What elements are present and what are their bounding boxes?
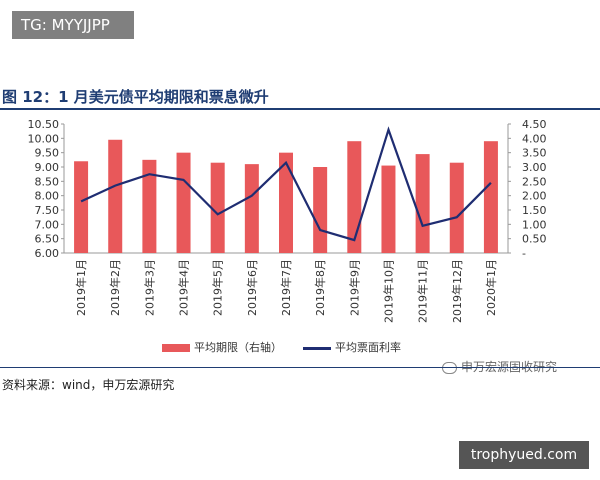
bar [483,141,498,253]
chart-title: 图 12：1 月美元债平均期限和票息微升 [2,88,269,106]
left-axis-tick-label: 8.50 [35,175,60,188]
x-axis-tick-label: 2020年1月 [484,259,498,316]
right-axis-tick-label: 3.50 [522,147,547,160]
left-axis-tick-label: 7.00 [35,218,60,231]
left-axis-tick-label: 6.00 [35,247,60,260]
url-label: trophyued.com [459,441,589,469]
right-axis-tick-label: - [522,247,526,260]
x-axis-tick-label: 2019年5月 [211,259,225,316]
left-axis-tick-label: 9.00 [35,161,60,174]
x-axis-tick-label: 2019年6月 [245,259,259,316]
x-axis-tick-label: 2019年4月 [177,259,191,316]
bar [210,162,225,253]
bar [176,152,191,253]
chart: 6.006.50 7.007.508.00 8.509.009.50 10.0010.… [28,118,547,323]
left-axis-tick-label: 10.00 [28,132,60,145]
bar [279,152,293,253]
title-divider [0,108,600,110]
bar [108,139,123,253]
x-axis-tick-label: 2019年2月 [108,259,122,316]
left-axis-tick-label: 8.00 [35,190,60,203]
legend-bar-swatch [162,344,190,352]
right-axis-tick-label: 2.50 [522,175,547,188]
x-axis-tick-label: 2019年1月 [74,259,88,316]
legend-item-bar: 平均期限（右轴） [162,339,282,355]
x-axis-tick-label: 2019年9月 [347,259,361,316]
x-axis-labels: 2019年1月 2019年2月 2019年3月 2019年4月 2019年5月 2019年… [74,259,498,323]
source-note: 资料来源：wind，申万宏源研究 [2,378,175,392]
right-axis-tick-label: 1.00 [522,218,547,231]
bar [381,165,396,253]
series-line [80,126,492,242]
legend-line-swatch [303,346,331,350]
left-axis: 6.006.50 7.007.508.00 8.509.009.50 10.0010.… [28,118,64,260]
left-axis-tick-label: 9.50 [35,147,60,160]
bar [244,164,259,253]
legend: 平均期限（右轴） 平均票面利率 [0,339,600,357]
bar [415,154,430,253]
right-axis-tick-label: 1.50 [522,204,547,217]
x-axis-tick-label: 2019年12月 [450,259,464,323]
legend-bar-label: 平均期限（右轴） [194,341,282,354]
bar [313,167,328,253]
left-axis-tick-label: 6.50 [35,233,60,246]
left-axis-tick-label: 7.50 [35,204,60,217]
right-axis-tick-label: 4.50 [522,118,547,131]
bar [142,159,157,253]
x-axis-tick-label: 2019年8月 [313,259,327,316]
x-axis-tick-label: 2019年11月 [416,259,430,323]
tag-label: TG: MYYJJPP [12,11,134,39]
bars [74,139,498,253]
footer-divider [0,367,600,368]
bar [74,161,89,253]
right-axis-tick-label: 2.00 [522,190,547,203]
right-axis: -0.50 1.001.502.00 2.503.003.50 4.004.50 [508,118,547,260]
right-axis-tick-label: 3.00 [522,161,547,174]
right-axis-tick-label: 0.50 [522,233,547,246]
legend-line-label: 平均票面利率 [335,341,401,354]
bar [347,141,362,253]
legend-item-line: 平均票面利率 [303,339,401,355]
right-axis-tick-label: 4.00 [522,132,547,145]
left-axis-tick-label: 10.50 [28,118,60,131]
x-axis-tick-label: 2019年7月 [279,259,293,316]
x-axis-tick-label: 2019年10月 [381,259,395,323]
x-axis-tick-label: 2019年3月 [142,259,156,316]
bar [449,162,464,253]
